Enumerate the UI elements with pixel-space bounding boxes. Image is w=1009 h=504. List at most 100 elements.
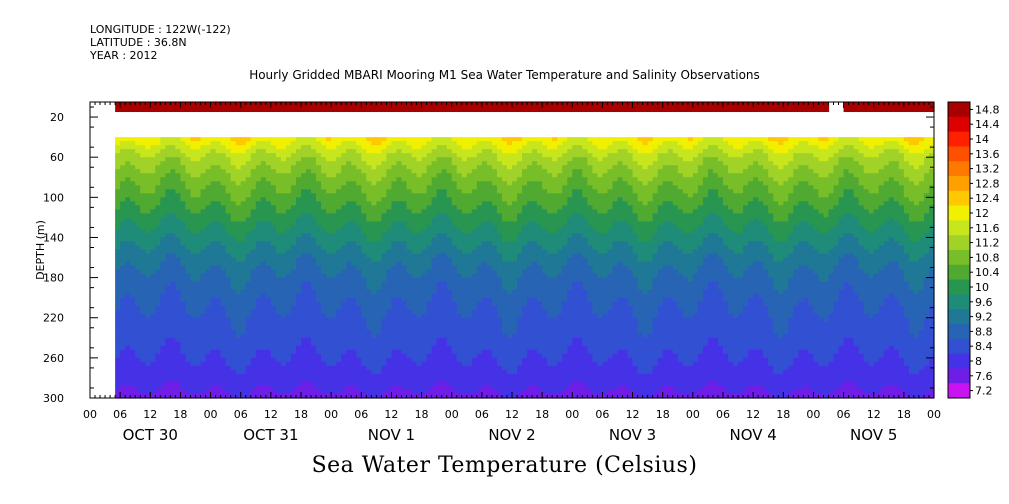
data-cell bbox=[205, 349, 212, 355]
data-cell bbox=[250, 253, 257, 259]
data-cell bbox=[195, 137, 202, 142]
data-cell bbox=[135, 373, 141, 379]
data-cell bbox=[160, 241, 166, 247]
data-cell bbox=[431, 169, 438, 174]
data-cell bbox=[125, 357, 131, 363]
data-cell bbox=[270, 269, 277, 275]
data-cell bbox=[451, 233, 458, 239]
data-cell bbox=[461, 317, 468, 323]
data-cell bbox=[200, 237, 207, 243]
data-cell bbox=[245, 137, 252, 142]
data-cell bbox=[346, 185, 352, 190]
data-cell bbox=[486, 177, 493, 182]
data-cell bbox=[396, 293, 403, 299]
data-cell bbox=[326, 353, 332, 359]
data-cell bbox=[351, 177, 357, 182]
data-cell bbox=[205, 309, 212, 315]
data-cell bbox=[396, 345, 403, 351]
data-cell bbox=[260, 373, 267, 379]
data-cell bbox=[280, 377, 287, 383]
data-cell bbox=[255, 205, 262, 210]
data-cell bbox=[250, 181, 257, 186]
data-cell bbox=[351, 253, 357, 259]
data-cell bbox=[235, 309, 242, 315]
data-cell bbox=[235, 137, 242, 142]
data-cell bbox=[180, 313, 187, 319]
surface-cell bbox=[396, 102, 403, 113]
data-cell bbox=[341, 329, 347, 335]
data-cell bbox=[396, 321, 403, 327]
data-cell bbox=[285, 145, 292, 150]
data-cell bbox=[331, 329, 337, 335]
data-cell bbox=[120, 277, 126, 283]
data-cell bbox=[115, 353, 121, 359]
data-cell bbox=[386, 289, 393, 295]
data-cell bbox=[371, 233, 377, 239]
data-cell bbox=[210, 389, 217, 395]
data-cell bbox=[326, 281, 332, 287]
data-cell bbox=[396, 285, 403, 291]
data-cell bbox=[280, 345, 287, 351]
data-cell bbox=[185, 209, 192, 214]
data-cell bbox=[466, 141, 473, 146]
data-cell bbox=[210, 209, 217, 214]
data-cell bbox=[371, 345, 377, 351]
data-cell bbox=[376, 341, 382, 347]
data-cell bbox=[160, 169, 166, 174]
data-cell bbox=[381, 145, 387, 150]
data-cell bbox=[180, 269, 187, 275]
data-cell bbox=[240, 353, 247, 359]
data-cell bbox=[200, 149, 207, 154]
data-cell bbox=[401, 261, 408, 267]
data-cell bbox=[120, 257, 126, 263]
data-cell bbox=[270, 309, 277, 315]
data-cell bbox=[220, 237, 227, 243]
data-cell bbox=[190, 157, 197, 162]
data-cell bbox=[396, 253, 403, 259]
data-cell bbox=[185, 361, 192, 367]
data-cell bbox=[135, 381, 141, 387]
data-cell bbox=[170, 153, 176, 158]
data-cell bbox=[270, 341, 277, 347]
data-cell bbox=[476, 181, 483, 186]
data-cell bbox=[165, 373, 171, 379]
data-cell bbox=[421, 209, 428, 214]
data-cell bbox=[416, 201, 423, 206]
data-cell bbox=[290, 165, 297, 170]
data-cell bbox=[240, 385, 247, 391]
data-cell bbox=[220, 349, 227, 355]
data-cell bbox=[235, 225, 242, 231]
data-cell bbox=[361, 221, 367, 227]
data-cell bbox=[250, 341, 257, 347]
data-cell bbox=[225, 157, 232, 162]
data-cell bbox=[290, 269, 297, 275]
data-cell bbox=[295, 309, 302, 315]
data-cell bbox=[481, 157, 488, 162]
data-cell bbox=[431, 205, 438, 210]
data-cell bbox=[280, 209, 287, 214]
data-cell bbox=[311, 273, 317, 279]
data-cell bbox=[270, 153, 277, 158]
data-cell bbox=[466, 333, 473, 339]
data-cell bbox=[200, 169, 207, 174]
data-cell bbox=[456, 237, 463, 243]
data-cell bbox=[275, 361, 282, 367]
data-cell bbox=[215, 265, 222, 271]
data-cell bbox=[160, 141, 166, 146]
data-cell bbox=[436, 241, 443, 247]
data-cell bbox=[301, 157, 307, 162]
data-cell bbox=[381, 389, 387, 395]
data-cell bbox=[235, 153, 242, 158]
data-cell bbox=[436, 357, 443, 363]
data-cell bbox=[441, 317, 448, 323]
data-cell bbox=[336, 357, 342, 363]
data-cell bbox=[160, 357, 166, 363]
data-cell bbox=[205, 325, 212, 331]
data-cell bbox=[391, 329, 398, 335]
data-cell bbox=[321, 285, 327, 291]
data-cell bbox=[366, 345, 372, 351]
data-cell bbox=[195, 377, 202, 383]
data-cell bbox=[240, 245, 247, 251]
data-cell bbox=[441, 369, 448, 375]
data-cell bbox=[331, 253, 337, 259]
